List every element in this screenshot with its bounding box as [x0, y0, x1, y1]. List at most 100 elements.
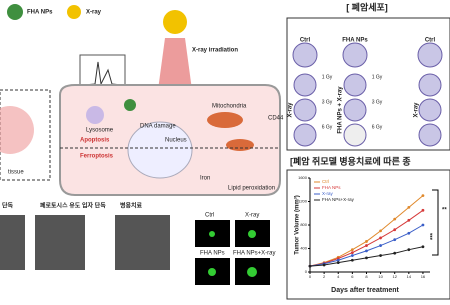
annotation: **: [442, 208, 447, 214]
well: [293, 73, 317, 97]
point: [407, 248, 411, 252]
y-tick-label: 800: [300, 222, 307, 227]
cells-panel: [ 폐암세포] Ctrl FHA NPs Ctrl 1 Gy 3 Gy 6 Gy 1 Gy 3…: [286, 1, 450, 151]
legend-label: X-ray: [322, 191, 334, 196]
dose-label: 3 Gy: [372, 99, 383, 105]
x-tick-label: 12: [392, 274, 397, 279]
label: CD44: [268, 116, 284, 122]
point: [393, 217, 397, 221]
point: [365, 249, 368, 253]
y-tick-label: 400: [300, 246, 307, 251]
dose-label: 3 Gy: [322, 99, 333, 105]
well: [292, 42, 318, 68]
legend-label: FHA NPs+X-ray: [322, 197, 355, 202]
y-tick-label: 1600: [298, 175, 308, 180]
lysosome: [86, 106, 104, 124]
xray-source: [163, 10, 187, 34]
signal: [248, 230, 256, 238]
well: [343, 73, 367, 97]
fluor-label: FHA NPs: [200, 251, 225, 257]
x-tick-label: 0: [309, 274, 312, 279]
label: Lysosome: [86, 128, 114, 134]
point: [379, 229, 382, 233]
point: [350, 251, 354, 255]
point: [350, 248, 354, 252]
well: [343, 123, 367, 147]
dose-label: 1 Gy: [372, 74, 383, 80]
point: [336, 258, 340, 262]
label: X-ray irradiation: [192, 48, 238, 54]
column-label: Ctrl: [425, 38, 436, 44]
xray-icon: [67, 5, 81, 19]
well: [293, 123, 317, 147]
x-tick-label: 2: [323, 274, 326, 279]
caption: 페로토시스 유도 입자 단독: [40, 202, 106, 210]
label: Lipid peroxidation: [228, 186, 275, 192]
column-label: Ctrl: [300, 38, 311, 44]
x-tick-label: 8: [365, 274, 368, 279]
x-axis-label: Days after treatment: [331, 287, 399, 294]
legend-text: FHA NPs: [27, 10, 53, 16]
point: [421, 194, 425, 198]
point: [308, 264, 312, 268]
point: [379, 236, 382, 240]
mitochondria: [207, 112, 243, 128]
point: [379, 254, 382, 257]
caption: 단독: [2, 202, 14, 210]
mitochondria: [226, 139, 254, 151]
np: [124, 99, 136, 111]
point: [336, 261, 340, 264]
row-group-label: FHA NPs + X-ray: [338, 86, 344, 134]
legend-label: FHA NPs: [322, 185, 341, 190]
well: [418, 98, 442, 122]
nucleus: [127, 121, 193, 179]
well: [418, 123, 442, 147]
bottom-panels: 단독 페로토시스 유도 입자 단독 병용치료 Ctrl X-ray FHA NP…: [0, 202, 276, 285]
dose-label: 6 Gy: [372, 124, 383, 130]
panel-title: [ 폐암세포]: [346, 1, 388, 12]
dose-label: 1 Gy: [322, 74, 333, 80]
caption: 병용치료: [120, 202, 143, 210]
label: DNA damage: [140, 124, 176, 130]
point: [365, 256, 368, 260]
label: tissue: [8, 170, 24, 176]
well: [342, 42, 368, 68]
point: [322, 263, 326, 267]
np-icon: [7, 4, 23, 20]
label: Nucleus: [165, 138, 187, 144]
image: [0, 215, 25, 270]
label: Apoptosis: [80, 138, 110, 144]
well: [417, 42, 443, 68]
point: [365, 240, 368, 243]
series-line: [309, 195, 424, 267]
label: Ferroptosis: [80, 154, 114, 160]
point: [393, 228, 397, 232]
well: [418, 73, 442, 97]
illustration: FHA NPs X-ray X-ray irradiation tissue L…: [0, 4, 284, 196]
tissue: [0, 106, 34, 154]
point: [421, 245, 425, 249]
point: [350, 258, 354, 262]
point: [393, 251, 397, 255]
signal: [209, 231, 215, 237]
well: [293, 98, 317, 122]
panel-frame: [286, 169, 450, 300]
fluor-label: FHA NPs+X-ray: [233, 251, 276, 257]
y-axis-label: Tumor Volume (mm³): [294, 195, 301, 254]
panel-title: [폐암 쥐모델 병용치료에 따른 종: [290, 155, 411, 166]
x-tick-label: 14: [407, 274, 412, 279]
y-tick-label: 0: [305, 269, 308, 274]
row-group-label: X-ray: [414, 102, 420, 118]
y-tick-label: 1200: [298, 199, 308, 204]
image: [35, 215, 85, 270]
annotation: ***: [431, 232, 437, 240]
well: [343, 98, 367, 122]
row-group-label: X-ray: [288, 102, 294, 118]
signal: [247, 267, 257, 277]
beam: [158, 38, 192, 90]
x-tick-label: 10: [378, 274, 383, 279]
dose-label: 6 Gy: [322, 124, 333, 130]
point: [350, 254, 354, 257]
